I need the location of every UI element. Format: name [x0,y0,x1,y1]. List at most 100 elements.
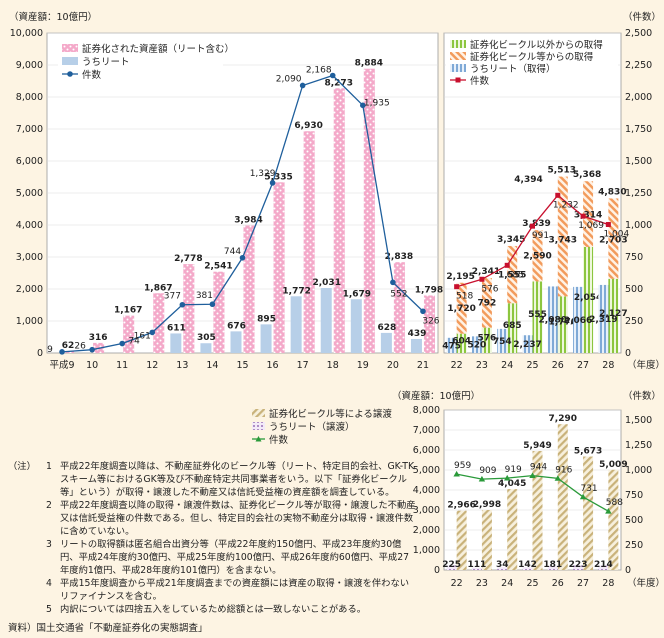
bar-securitized [213,271,225,353]
data-label-reit-transfer: 142 [518,560,537,570]
data-label-total: 2,341 [472,267,500,277]
bar-reit [410,338,422,353]
data-label-securitized: 2,838 [385,252,413,262]
legend-swatch-securitized [62,44,78,52]
bar-reit-acq [573,286,584,353]
note-label [8,499,38,538]
point-count-b [530,223,535,229]
data-label-reit-acq: 2,080 [539,316,567,326]
point-count-c [504,474,511,481]
data-label-securitized: 62 [62,341,75,351]
data-label-securitized: 1,867 [144,283,172,293]
data-label-reit-acq: 2,237 [513,340,541,350]
note-item: 2 平成22年度調査以降の取得・譲渡件数は、証券化ビークル等が取得・譲渡した不動産… [8,499,418,538]
data-label-reit: 1,772 [282,286,310,296]
y-tick-label: 1,000 [413,545,440,556]
data-label-vehicle: 3,743 [549,235,577,245]
bar-reit-transfer [471,567,482,570]
bar-reit [380,332,392,353]
x-tick-label: 20 [387,360,399,371]
bar-reit-transfer [573,565,584,570]
legend-label-count-b: 件数 [470,75,490,87]
x-tick-label: 13 [176,360,188,371]
x-tick-label: 22 [451,360,463,371]
note-text: 内訳については四捨五入をしているため総額とは一致しないことがある。 [60,604,367,615]
y2-tick-label: 1,000 [625,465,652,476]
bar-securitized [243,225,255,353]
note-label [8,577,38,603]
data-label-reit: 628 [377,323,396,333]
legend-label-securitized: 証券化された資産額（リート含む） [82,43,234,55]
y2-tick-label: 500 [625,515,643,526]
data-label-securitized: 3,984 [234,216,262,226]
note-label: （注） [8,461,36,472]
bar-reit-acq [471,336,482,353]
bar-transfer [532,451,543,570]
bar-securitized [123,315,135,353]
bar-reit [260,324,272,353]
y2-tick-label: 2,500 [625,28,652,39]
bar-non-vehicle [557,296,568,353]
data-label-securitized: 2,778 [174,254,202,264]
bar-securitized [393,262,405,353]
bar-non-vehicle [583,246,594,353]
y-tick-label: 0 [434,565,440,576]
point-count-c [579,493,587,500]
bar-transfer [507,489,518,570]
legend-swatch-reit-transfer [252,422,265,430]
y2-tick-label: 250 [625,540,643,551]
bar-reit-transfer [598,565,609,570]
x-tick-label: 28 [602,578,614,589]
x-tick-label: 22 [451,578,463,589]
data-label-total: 3,345 [497,235,525,245]
data-label-count-b: 576 [481,284,498,294]
data-label-reit-acq: 754 [493,337,512,347]
legend-label-reit-transfer: うちリート（譲渡） [269,421,355,433]
data-label-count-a: 744 [224,247,241,257]
data-label-non-vehicle: 2,127 [599,309,627,319]
bar-securitized [363,68,375,353]
data-label-count-a: 377 [164,292,181,302]
note-item: （注） 1 平成22年度調査以降は、不動産証券化のビークル等（リート、特定目的会社、… [8,460,418,499]
y-tick-label: 5,000 [16,188,43,199]
bar-reit-acq [497,328,508,353]
bar-reit [230,331,242,353]
x-tick-label: 10 [86,360,98,371]
bar-vehicle [557,176,568,297]
data-label-securitized: 316 [89,333,108,343]
data-label-count-b: 1,069 [578,221,604,231]
data-label-count-a: 552 [390,289,407,299]
data-label-non-vehicle: 604 [452,336,471,346]
y-tick-label: 6,000 [413,445,440,456]
legend-label-non-vehicle: 証券化ビークル以外からの取得 [470,39,603,51]
y-tick-label: 6,000 [16,156,43,167]
y-tick-label: 4,000 [413,485,440,496]
bar-reit [170,333,182,353]
data-label-count-a: 1,329 [250,169,276,179]
bar-vehicle [583,181,594,247]
data-label-vehicle: 3,314 [574,210,602,220]
y-tick-label: 8,000 [16,92,43,103]
data-label-count-a: 26 [74,342,86,352]
data-label-reit-transfer: 225 [442,560,461,570]
data-label-count-b: 518 [456,292,473,302]
x-tick-label: 27 [577,578,589,589]
note-label [8,603,38,616]
bar-vehicle [532,230,543,282]
bar-transfer [557,424,568,570]
y2-tick-label: 1,000 [625,220,652,231]
data-label-reit-acq: 520 [468,341,487,351]
bar-non-vehicle [608,278,619,353]
x-tick-label: 25 [526,360,538,371]
bar-non-vehicle [507,303,518,353]
x-tick-label: 24 [501,360,513,371]
data-label-reit: 676 [227,321,246,331]
bar-vehicle [481,278,492,328]
note-label [8,538,38,577]
y-tick-label: 0 [37,348,43,359]
legend-marker-count-c [255,436,262,442]
x-tick-label: 28 [602,360,614,371]
data-label-vehicle: 2,590 [523,251,551,261]
y2-tick-label: 2,000 [625,92,652,103]
x-tick-label: 17 [297,360,309,371]
